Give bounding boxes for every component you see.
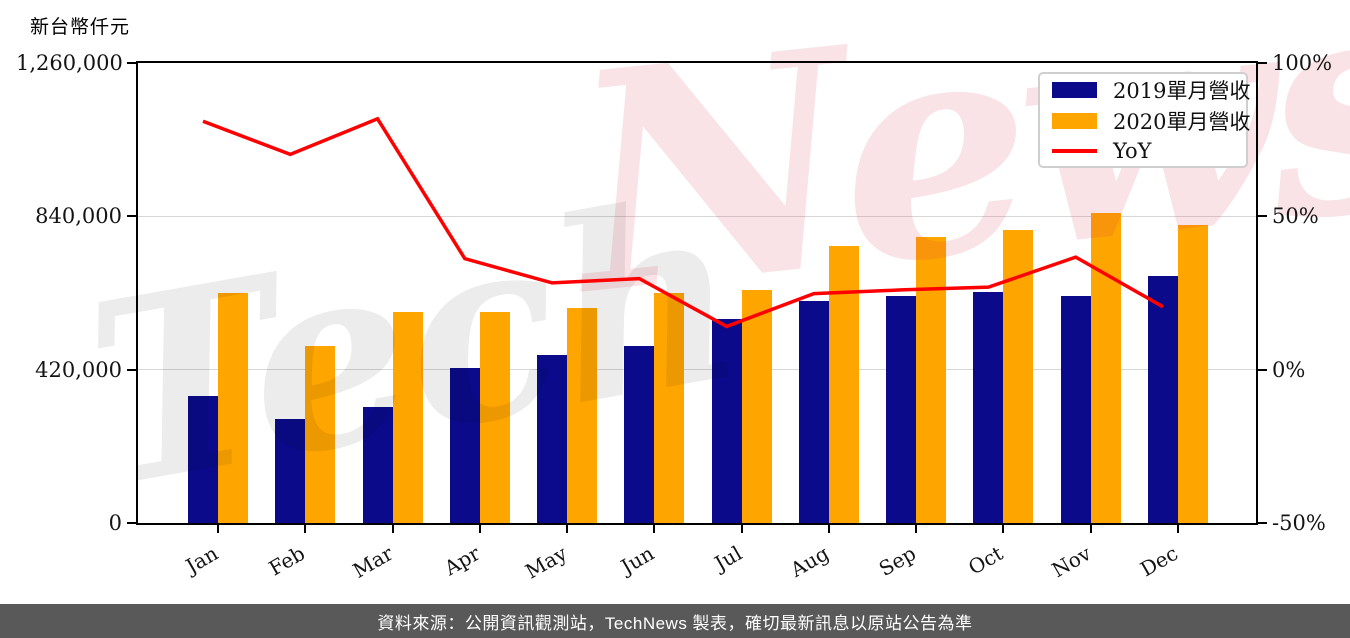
spine-top <box>136 61 1258 63</box>
x-axis-label-sep: Sep <box>874 541 921 581</box>
y-axis-label-left: 0 <box>108 511 122 535</box>
plot-area <box>138 63 1256 523</box>
legend-swatch-2019 <box>1052 82 1097 98</box>
x-axis-label-mar: Mar <box>348 541 397 583</box>
gridline <box>138 215 1256 217</box>
legend-swatch-2020 <box>1052 113 1097 129</box>
x-axis-label-aug: Aug <box>786 541 833 582</box>
y-tick-left <box>127 215 136 218</box>
legend-item-2019: 2019單月營收 <box>1052 77 1250 103</box>
y-axis-label-left: 420,000 <box>35 357 122 382</box>
x-tick-mar <box>391 525 394 533</box>
x-tick-nov <box>1089 525 1092 533</box>
bar-2020-dec <box>1178 225 1208 523</box>
y-tick-right <box>1258 62 1267 64</box>
x-axis-label-jun: Jun <box>617 541 659 579</box>
bar-2019-mar <box>362 406 393 523</box>
y-axis-label-right: -50% <box>1272 511 1326 535</box>
y-tick-left <box>127 368 136 371</box>
bar-2020-mar <box>392 311 423 523</box>
gridline <box>138 369 1256 371</box>
legend-label-2019: 2019單月營收 <box>1113 79 1251 103</box>
yoy-line-plot <box>202 116 1164 329</box>
bar-2019-jan <box>188 395 218 523</box>
y-tick-left <box>127 62 136 64</box>
bar-2019-apr <box>449 367 480 523</box>
x-tick-apr <box>478 525 481 533</box>
x-axis-label-jul: Jul <box>709 541 746 576</box>
bar-2020-jan <box>218 293 248 523</box>
x-tick-oct <box>1002 525 1005 533</box>
y-axis-label-right: 100% <box>1272 51 1333 75</box>
x-tick-jan <box>217 525 219 533</box>
bar-2019-feb <box>275 418 306 523</box>
yoy-line <box>202 116 1164 329</box>
x-axis-label-may: May <box>521 541 572 584</box>
bar-2020-sep <box>916 236 947 523</box>
bar-2019-dec <box>1148 275 1178 523</box>
bar-2019-oct <box>973 291 1004 523</box>
y-axis-label-left: 840,000 <box>35 204 122 229</box>
y-axis-label-right: 50% <box>1272 204 1319 229</box>
bar-2019-sep <box>886 295 917 523</box>
bar-2020-jun <box>654 293 685 523</box>
legend-item-yoy: YoY <box>1052 139 1234 163</box>
y-axis-label-right: 0% <box>1272 357 1306 382</box>
x-tick-jul <box>740 525 743 533</box>
left-axis-unit-title: 新台幣仟元 <box>30 16 131 38</box>
x-tick-may <box>566 525 569 533</box>
spine-bottom <box>136 523 1258 525</box>
y-tick-left <box>127 522 136 524</box>
x-tick-dec <box>1177 525 1179 533</box>
bar-2020-may <box>567 307 598 523</box>
bar-2020-jul <box>741 290 772 523</box>
x-axis-label-apr: Apr <box>439 541 484 581</box>
x-axis-label-oct: Oct <box>964 541 1008 580</box>
spine-right <box>1256 61 1258 525</box>
y-tick-right <box>1258 522 1267 524</box>
bar-2019-jun <box>624 345 655 523</box>
bar-2019-aug <box>798 301 829 523</box>
x-tick-aug <box>827 525 830 533</box>
legend-box: 2019單月營收 2020單月營收 YoY <box>1038 72 1250 168</box>
legend-label-2020: 2020單月營收 <box>1113 110 1251 134</box>
footer-bar: 資料來源：公開資訊觀測站，TechNews 製表，確切最新訊息以原站公告為準 <box>0 604 1350 638</box>
legend-label-yoy: YoY <box>1113 139 1152 163</box>
x-axis-label-jan: Jan <box>181 541 222 579</box>
spine-left <box>136 61 138 525</box>
x-tick-feb <box>304 525 307 533</box>
y-tick-right <box>1258 215 1267 218</box>
bar-2020-feb <box>305 345 336 523</box>
bar-2020-apr <box>479 311 510 523</box>
bar-2020-nov <box>1090 212 1121 523</box>
x-tick-sep <box>915 525 918 533</box>
y-tick-right <box>1258 368 1267 371</box>
x-tick-jun <box>653 525 656 533</box>
y-axis-label-left: 1,260,000 <box>16 51 123 75</box>
x-axis-label-feb: Feb <box>264 541 310 581</box>
legend-item-2020: 2020單月營收 <box>1052 108 1250 134</box>
bar-2019-jul <box>711 318 742 523</box>
footer-source-text: 資料來源：公開資訊觀測站，TechNews 製表，確切最新訊息以原站公告為準 <box>377 613 973 633</box>
legend-swatch-yoy-line <box>1052 149 1097 153</box>
bar-2019-nov <box>1060 295 1091 523</box>
x-axis-label-nov: Nov <box>1047 541 1095 583</box>
bar-2019-may <box>537 355 568 523</box>
x-axis-label-dec: Dec <box>1136 541 1182 582</box>
